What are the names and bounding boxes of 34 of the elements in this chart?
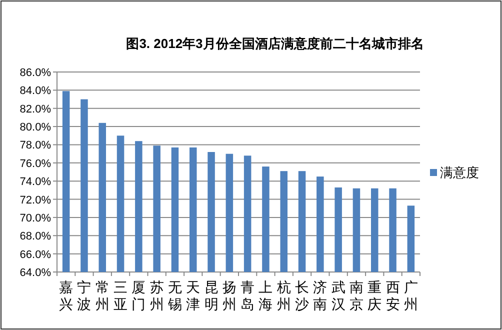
x-tick-label: 武汉 xyxy=(331,279,346,312)
x-tick-label: 西安 xyxy=(386,279,400,312)
legend-label: 满意度 xyxy=(440,165,479,180)
y-tick-label: 76.0% xyxy=(20,158,52,170)
x-tick-label: 青岛 xyxy=(240,279,255,312)
y-tick-label: 66.0% xyxy=(20,248,52,261)
x-tick-label: 天津 xyxy=(186,279,200,312)
x-tick-label: 上海 xyxy=(258,279,273,312)
x-tick-label: 广州 xyxy=(404,279,418,312)
x-tick-label: 重庆 xyxy=(368,279,382,312)
x-tick-label: 宁波 xyxy=(77,279,92,312)
y-tick-label: 72.0% xyxy=(20,194,52,206)
x-tick-label: 长沙 xyxy=(295,279,310,312)
x-tick-label: 无锡 xyxy=(166,279,182,312)
y-tick-label: 86.0% xyxy=(20,67,52,79)
x-tick-label: 厦门 xyxy=(132,279,146,312)
y-tick-label: 74.0% xyxy=(20,176,52,188)
x-tick-label: 济南 xyxy=(313,279,328,312)
x-tick-label: 嘉兴 xyxy=(59,279,74,312)
x-tick-label: 扬州 xyxy=(222,279,236,312)
x-tick-label: 杭州 xyxy=(276,279,291,312)
y-tick-label: 78.0% xyxy=(20,140,52,152)
y-tick-label: 84.0% xyxy=(20,85,52,98)
x-tick-label: 三亚 xyxy=(114,279,128,312)
chart-title: 图3. 2012年3月份全国酒店满意度前二十名城市排名 xyxy=(126,36,424,51)
x-tick-label: 南京 xyxy=(349,279,364,312)
x-tick-label: 苏州 xyxy=(150,279,164,312)
y-tick-label: 70.0% xyxy=(20,212,52,224)
y-tick-label: 82.0% xyxy=(20,103,52,116)
y-tick-label: 68.0% xyxy=(20,230,52,243)
x-tick-label: 常州 xyxy=(95,279,110,312)
x-tick-label: 昆明 xyxy=(204,279,218,312)
y-tick-label: 80.0% xyxy=(20,122,52,134)
y-tick-label: 64.0% xyxy=(20,267,52,279)
